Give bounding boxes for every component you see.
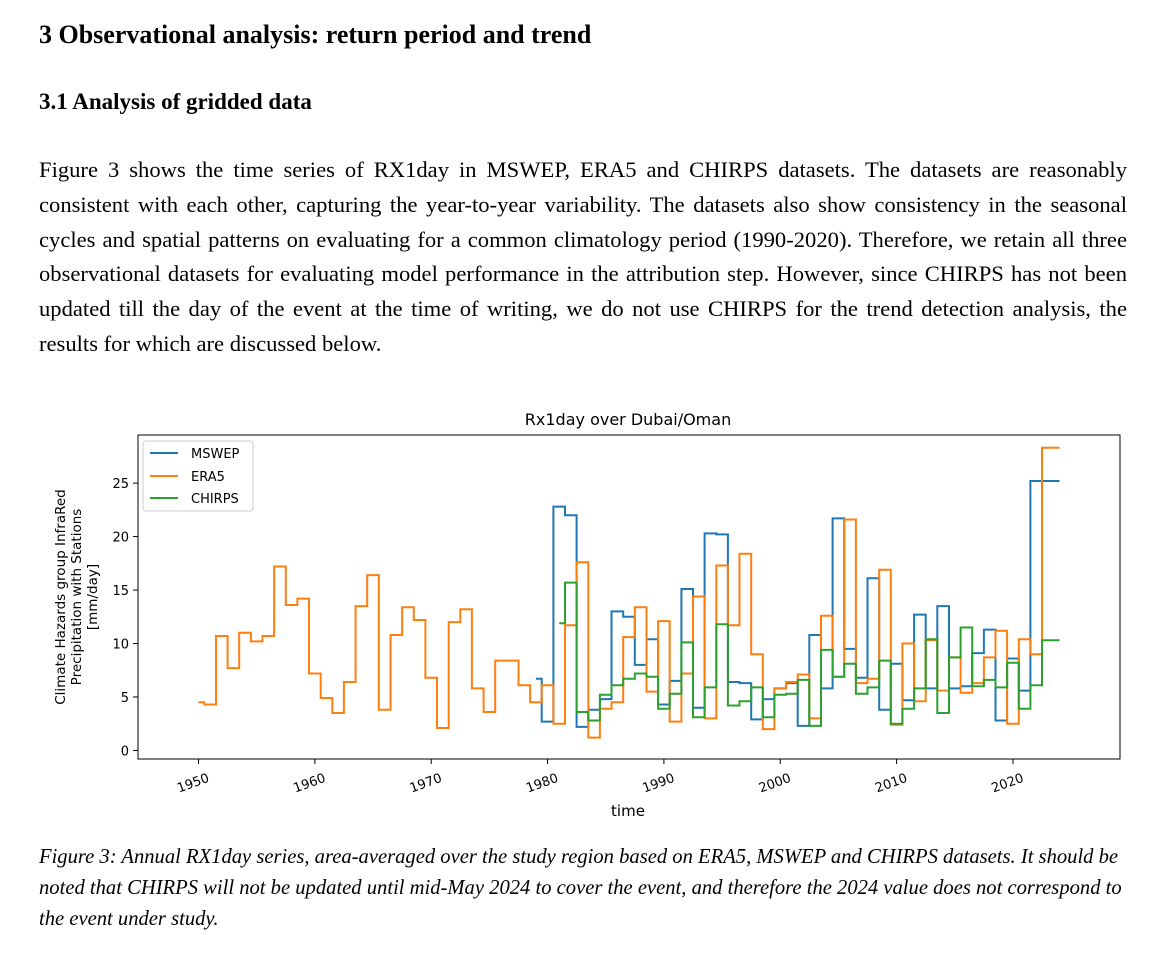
- x-tick-label: 2000: [757, 771, 793, 796]
- legend-box: [142, 440, 254, 512]
- legend-label-era5: ERA5: [191, 470, 225, 485]
- legend-label-chirps: CHIRPS: [191, 492, 239, 507]
- x-tick-label: 1980: [524, 771, 560, 796]
- y-axis-label-line-3: [mm/day]: [85, 564, 101, 630]
- x-tick-label: 1960: [292, 771, 328, 796]
- y-tick-label: 15: [112, 584, 129, 599]
- y-axis-label-line-1: Climate Hazards group InfraRed: [53, 489, 69, 705]
- x-tick-label: 1970: [408, 771, 444, 796]
- x-tick-label: 1950: [175, 771, 211, 796]
- plot-frame: [137, 434, 1121, 760]
- figure-caption: Figure 3: Annual RX1day series, area-ave…: [39, 846, 1122, 930]
- series-line-mswep: [535, 480, 1060, 728]
- x-tick-label: 2020: [990, 771, 1026, 796]
- series-line-era5: [198, 446, 1060, 739]
- y-tick-label: 20: [112, 531, 129, 546]
- y-axis-label-line-2: Precipitation with Stations: [69, 509, 85, 686]
- y-tick-label: 25: [112, 477, 129, 492]
- series-layer: [198, 446, 1060, 739]
- legend: MSWEP ERA5 CHIRPS: [142, 440, 254, 512]
- subsection-heading: 3.1 Analysis of gridded data: [39, 89, 312, 114]
- rx1day-chart: Rx1day over Dubai/Oman 1950 1960 1970 1980 1…: [53, 410, 1121, 820]
- body-paragraph: Figure 3 shows the time series of RX1day…: [39, 157, 1127, 356]
- y-tick-label: 10: [112, 638, 129, 653]
- legend-label-mswep: MSWEP: [191, 447, 240, 462]
- series-line-chirps: [559, 581, 1060, 727]
- chart-title: Rx1day over Dubai/Oman: [525, 410, 731, 429]
- section-heading: 3 Observational analysis: return period …: [39, 20, 592, 49]
- y-tick-label: 0: [121, 744, 129, 759]
- x-tick-label: 2010: [873, 771, 909, 796]
- y-axis-label: Climate Hazards group InfraRed Precipita…: [53, 489, 101, 705]
- y-tick-label: 5: [121, 691, 129, 706]
- x-axis-label: time: [611, 802, 645, 820]
- x-tick-label: 1990: [641, 771, 677, 796]
- axes-layer: 1950 1960 1970 1980 1990 2000 2010 2020 0 5 10 15 20…: [112, 477, 1025, 796]
